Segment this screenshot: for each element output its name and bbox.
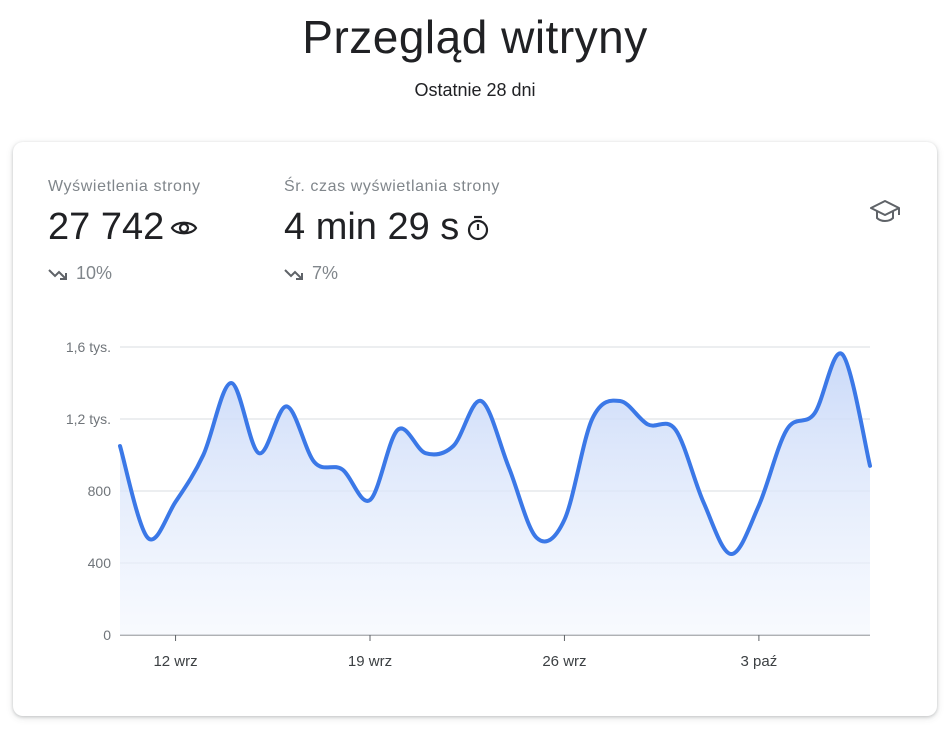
data-point xyxy=(396,428,400,432)
data-point xyxy=(590,417,594,421)
y-tick-label: 800 xyxy=(88,483,112,499)
x-tick-label: 12 wrz xyxy=(153,653,197,670)
data-point xyxy=(812,412,816,416)
data-point xyxy=(701,500,705,504)
data-point xyxy=(785,428,789,432)
trending-down-icon xyxy=(48,267,68,281)
data-point xyxy=(618,399,622,403)
data-point xyxy=(757,503,761,507)
data-point xyxy=(118,444,122,448)
timer-icon xyxy=(465,214,491,242)
page-subtitle: Ostatnie 28 dni xyxy=(414,80,536,100)
y-tick-label: 0 xyxy=(103,627,111,643)
data-point xyxy=(424,451,428,455)
data-point xyxy=(507,466,511,470)
data-point xyxy=(729,552,733,556)
y-tick-label: 1,2 tys. xyxy=(66,411,111,427)
data-point xyxy=(229,381,233,385)
x-tick-label: 26 wrz xyxy=(542,653,586,670)
data-point xyxy=(146,536,150,540)
metric-pageviews: Wyświetlenia strony 27 742 10% xyxy=(48,178,201,284)
metric-pageviews-change: 10% xyxy=(76,263,113,283)
x-tick-label: 3 paź xyxy=(741,653,778,670)
eye-icon xyxy=(170,218,198,238)
data-point xyxy=(257,451,261,455)
metric-pageviews-label: Wyświetlenia strony xyxy=(48,178,201,195)
metric-avg-time-value: 4 min 29 s xyxy=(284,206,460,248)
data-point xyxy=(646,422,650,426)
data-point xyxy=(312,460,316,464)
series-line xyxy=(118,351,872,556)
data-point xyxy=(535,536,539,540)
y-tick-label: 400 xyxy=(88,555,112,571)
data-point xyxy=(479,399,483,403)
pageviews-chart: 0 400 800 1,2 tys. 1,6 tys. 12 wrz 19 wrz 26 wr… xyxy=(66,339,872,670)
y-tick-label: 1,6 tys. xyxy=(66,339,111,355)
metric-pageviews-value: 27 742 xyxy=(48,206,165,248)
page-title: Przegląd witryny xyxy=(302,11,648,63)
trending-down-icon xyxy=(284,267,304,281)
metric-avg-time-label: Śr. czas wyświetlania strony xyxy=(284,178,500,195)
site-overview-card: Wyświetlenia strony 27 742 10% Śr. czas … xyxy=(13,142,937,716)
data-point xyxy=(368,498,372,502)
data-point xyxy=(451,444,455,448)
data-point xyxy=(340,467,344,471)
data-point xyxy=(562,518,566,522)
data-point xyxy=(674,428,678,432)
graduation-cap-icon[interactable] xyxy=(869,198,901,231)
data-point xyxy=(868,464,872,468)
metric-avg-time: Śr. czas wyświetlania strony 4 min 29 s … xyxy=(284,178,500,284)
data-point xyxy=(840,352,844,356)
data-point xyxy=(285,404,289,408)
data-point xyxy=(201,453,205,457)
metric-avg-time-change: 7% xyxy=(312,263,339,283)
x-tick-label: 19 wrz xyxy=(348,653,392,670)
area-fill xyxy=(120,353,870,635)
data-point xyxy=(174,500,178,504)
